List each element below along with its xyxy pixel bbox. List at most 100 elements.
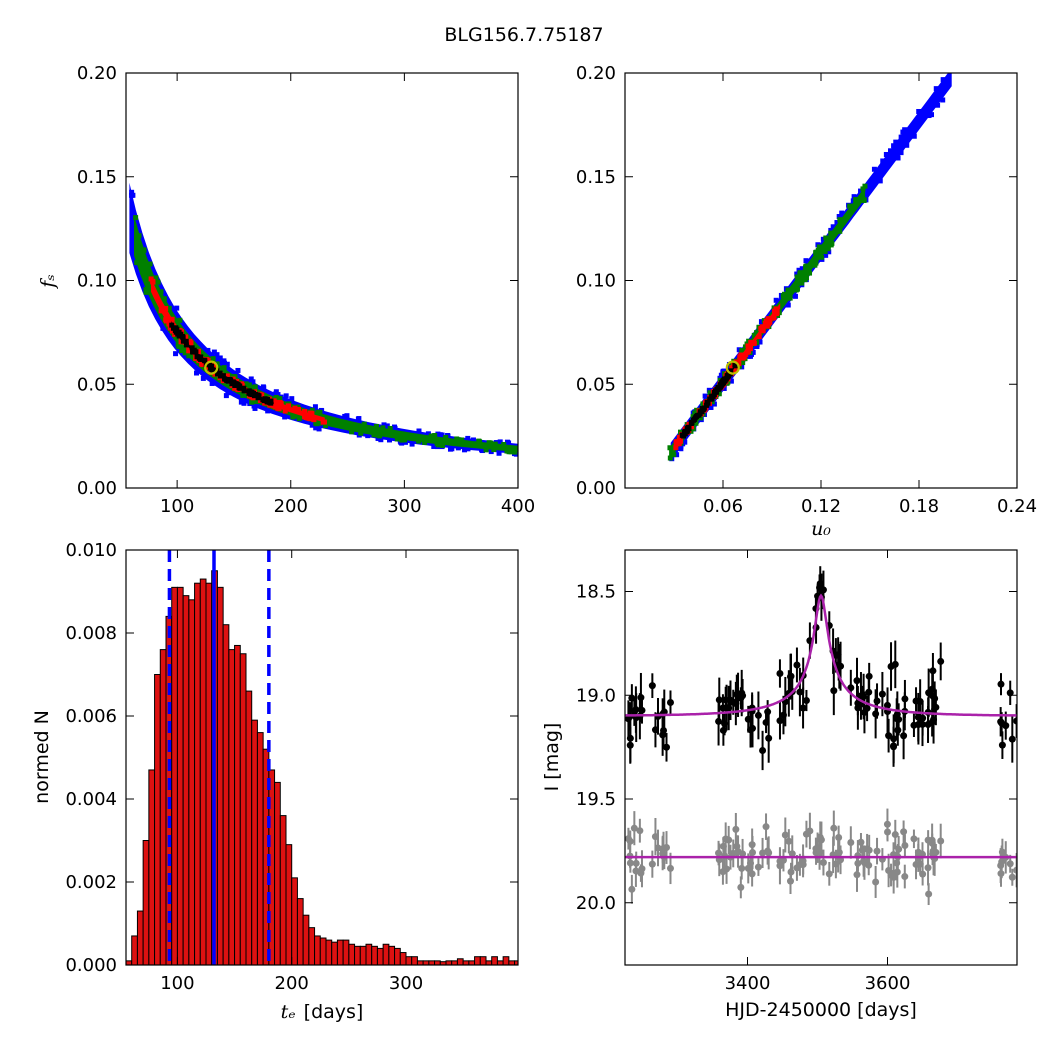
residual-point	[636, 827, 644, 835]
data-point	[873, 697, 881, 705]
density-pixel	[902, 128, 908, 134]
density-pixel	[717, 384, 723, 390]
x-tick-label: 0.06	[703, 496, 743, 517]
density-pixel	[716, 391, 722, 397]
histogram-bar	[376, 947, 384, 966]
data-point	[625, 715, 632, 723]
density-pixel	[381, 422, 387, 428]
density-pixel	[667, 445, 673, 451]
density-pixel	[871, 166, 877, 172]
x-axis-label: tₑ [days]	[281, 1001, 364, 1023]
density-pixel	[709, 399, 715, 405]
density-pixel	[416, 438, 422, 444]
u0-fs-panel: 0.06 0.12 0.18 0.24 0.00 0.05 0.10 0.15 0.20 u₀	[576, 63, 1037, 540]
density-pixel	[392, 425, 398, 431]
y-tick-label: 19.5	[576, 789, 616, 810]
density-pixel	[794, 271, 800, 277]
density-pixel	[378, 437, 384, 443]
density-pixel	[754, 330, 760, 336]
density-pixel	[742, 344, 748, 350]
density-pixel	[431, 443, 437, 449]
y-tick-label: 0.00	[77, 478, 117, 499]
density-pixel	[282, 414, 288, 420]
density-pixel	[480, 448, 486, 454]
residual-point	[835, 834, 843, 842]
residual-point	[749, 848, 757, 856]
x-tick-label: 200	[275, 973, 309, 994]
density-pixel	[673, 445, 679, 451]
histogram-bar	[445, 960, 453, 966]
density-pixel	[828, 242, 834, 248]
data-point	[666, 698, 674, 706]
histogram-bar	[434, 960, 441, 966]
x-tick-label: 200	[274, 496, 308, 517]
density-pixel	[377, 433, 383, 439]
density-pixel	[847, 203, 853, 209]
density-pixel	[898, 150, 904, 156]
histogram-bar	[319, 937, 327, 966]
density-pixel	[774, 309, 780, 315]
density-pixel	[691, 416, 697, 422]
density-pixel	[178, 331, 184, 337]
density-pixel	[163, 317, 169, 323]
x-tick-label: 300	[387, 496, 421, 517]
density-pixel	[830, 224, 836, 230]
y-tick-label: 0.00	[576, 478, 616, 499]
density-pixel	[491, 447, 497, 453]
density-pixel	[373, 423, 379, 429]
density-pixel	[828, 227, 834, 233]
density-pixel	[708, 396, 714, 402]
histogram-bar	[205, 582, 213, 966]
density-pixel	[200, 362, 206, 368]
density-pixel	[235, 367, 241, 373]
residual-point	[754, 863, 762, 871]
residual-point	[764, 847, 772, 855]
density-pixel	[929, 112, 935, 118]
histogram-bar	[148, 769, 156, 966]
density-pixel	[224, 361, 230, 367]
density-pixel	[470, 437, 476, 443]
density-pixel	[225, 390, 231, 396]
histogram-bar	[371, 945, 378, 966]
histogram-bar	[331, 941, 338, 966]
density-pixel	[888, 148, 894, 154]
density-pixel	[506, 449, 512, 455]
data-point	[637, 694, 645, 702]
density-pixel	[163, 306, 169, 312]
density-pixel	[206, 362, 212, 368]
histogram-bar	[302, 914, 310, 966]
density-pixel	[292, 413, 298, 419]
density-pixel	[183, 334, 189, 340]
density-pixel	[862, 183, 868, 189]
density-pixel	[141, 247, 147, 253]
density-pixel	[313, 425, 319, 431]
residual-point	[781, 831, 789, 839]
density-pixel	[311, 416, 317, 422]
density-pixel	[443, 434, 449, 440]
histogram-bar	[136, 910, 144, 966]
density-pixel	[150, 279, 156, 285]
histogram-bar	[474, 956, 481, 966]
histogram-bar	[354, 945, 361, 966]
density-pixel	[940, 97, 946, 103]
residual-point	[748, 870, 756, 878]
histogram-bar	[182, 595, 190, 966]
density-pixel	[129, 189, 135, 195]
density-pixel	[238, 399, 244, 405]
density-pixel	[916, 108, 922, 114]
density-pixel	[349, 429, 355, 435]
density-pixel	[819, 254, 825, 260]
residual-point	[732, 825, 740, 833]
residual-point	[1006, 860, 1014, 868]
histogram-bar	[416, 960, 424, 966]
density-pixel	[836, 214, 842, 220]
density-pixel	[169, 322, 175, 328]
y-tick-label: 0.05	[576, 374, 616, 395]
residual-point	[883, 820, 891, 828]
y-tick-label: 0.010	[65, 540, 117, 561]
density-pixel	[371, 432, 377, 438]
density-pixel	[667, 455, 673, 461]
data-point	[1006, 689, 1014, 697]
density-pixel	[465, 435, 471, 441]
density-pixel	[739, 359, 745, 365]
